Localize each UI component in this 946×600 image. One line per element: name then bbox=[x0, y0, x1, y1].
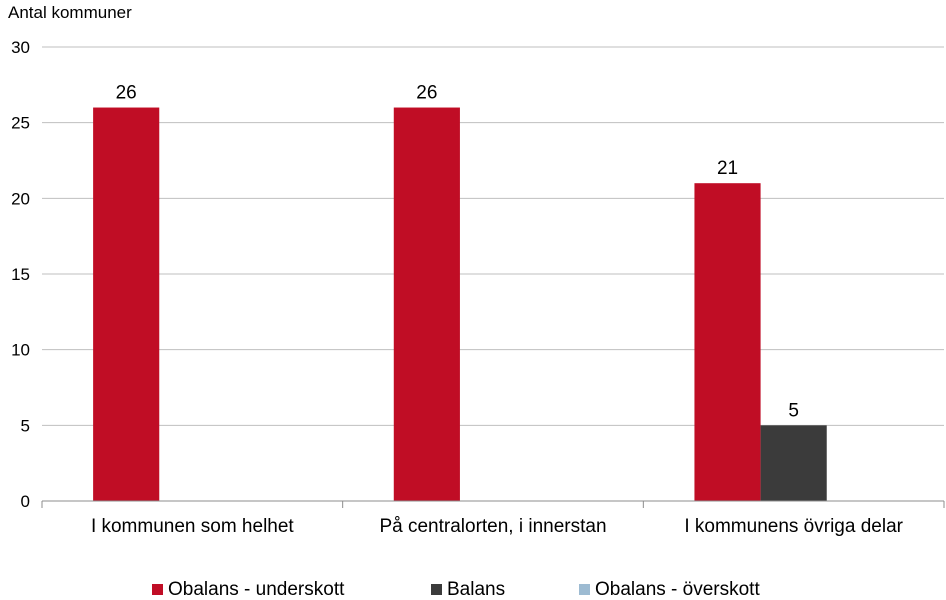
y-tick-label: 30 bbox=[11, 38, 30, 57]
bar-1-0 bbox=[393, 107, 460, 502]
y-tick-label: 25 bbox=[11, 114, 30, 133]
y-tick-label: 5 bbox=[21, 416, 30, 435]
y-axis-label: Antal kommuner bbox=[8, 3, 132, 22]
bar-2-1 bbox=[760, 425, 827, 501]
legend-label: Balans bbox=[447, 579, 505, 600]
category-labels: I kommunen som helhet På centralorten, i … bbox=[91, 516, 904, 537]
legend-swatch-2 bbox=[579, 584, 590, 595]
y-tick-label: 10 bbox=[11, 341, 30, 360]
y-tick-labels: 0 5 10 15 20 25 30 bbox=[11, 38, 30, 511]
bar-2-0 bbox=[694, 183, 761, 501]
legend-label: Obalans - överskott bbox=[595, 579, 760, 600]
bars bbox=[93, 107, 827, 502]
data-label: 21 bbox=[717, 158, 738, 179]
data-label: 26 bbox=[116, 83, 137, 104]
gridlines bbox=[42, 46, 944, 426]
category-label: I kommunen som helhet bbox=[91, 516, 294, 537]
bar-0-0 bbox=[93, 107, 160, 502]
legend-swatch-0 bbox=[152, 584, 163, 595]
y-tick-label: 0 bbox=[21, 492, 30, 511]
legend: Obalans - underskott Balans Obalans - över… bbox=[152, 579, 760, 600]
legend-swatch-1 bbox=[431, 584, 442, 595]
category-label: På centralorten, i innerstan bbox=[379, 516, 606, 537]
y-tick-label: 20 bbox=[11, 189, 30, 208]
category-label: I kommunens övriga delar bbox=[684, 516, 903, 537]
data-label: 5 bbox=[788, 400, 799, 421]
data-label: 26 bbox=[416, 83, 437, 104]
x-axis bbox=[41, 500, 945, 508]
legend-label: Obalans - underskott bbox=[168, 579, 345, 600]
data-labels: 26 26 21 5 bbox=[116, 83, 799, 422]
y-tick-label: 15 bbox=[11, 265, 30, 284]
